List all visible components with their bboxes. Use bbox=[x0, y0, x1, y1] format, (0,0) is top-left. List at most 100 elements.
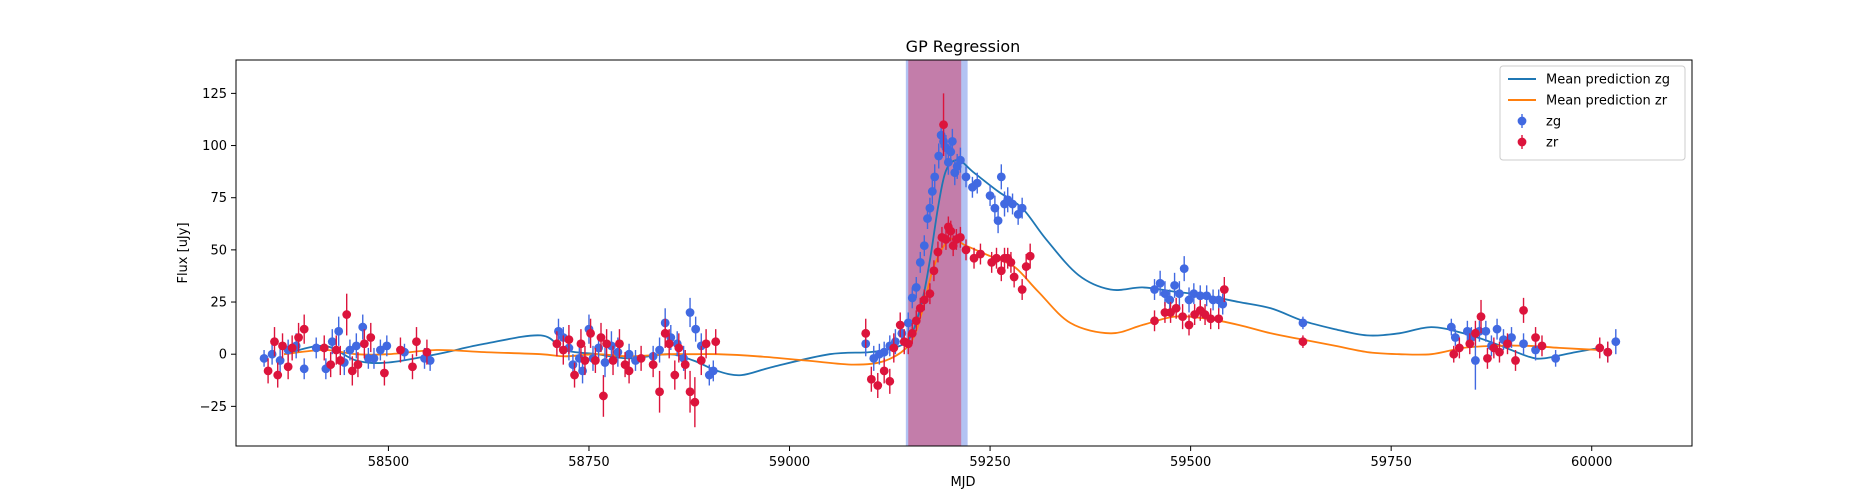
data-point bbox=[1025, 251, 1035, 261]
data-point bbox=[907, 293, 917, 303]
data-point bbox=[655, 387, 664, 397]
data-point bbox=[335, 356, 345, 365]
data-point bbox=[1184, 320, 1194, 330]
data-point bbox=[1013, 210, 1023, 219]
data-point bbox=[608, 356, 618, 365]
data-point bbox=[915, 303, 925, 313]
data-point bbox=[1450, 333, 1460, 342]
data-point bbox=[1595, 343, 1605, 353]
data-point bbox=[648, 360, 658, 370]
data-point bbox=[1603, 347, 1613, 357]
data-point bbox=[933, 247, 943, 257]
legend-label: Mean prediction zg bbox=[1546, 73, 1670, 88]
data-point bbox=[655, 345, 664, 355]
data-point bbox=[990, 203, 1000, 213]
x-tick-label: 60000 bbox=[1571, 455, 1612, 470]
y-tick-label: 100 bbox=[202, 139, 227, 154]
data-point bbox=[1171, 303, 1181, 313]
legend-label: zr bbox=[1546, 136, 1559, 151]
data-point bbox=[1531, 345, 1540, 355]
data-point bbox=[1298, 318, 1308, 328]
data-point bbox=[366, 333, 376, 342]
plot-content bbox=[259, 60, 1621, 446]
data-point bbox=[602, 339, 612, 349]
data-point bbox=[690, 397, 700, 407]
legend-label: Mean prediction zr bbox=[1546, 94, 1668, 109]
data-point bbox=[1160, 289, 1170, 299]
data-point bbox=[1449, 349, 1459, 359]
x-tick-label: 59750 bbox=[1370, 455, 1411, 470]
data-point bbox=[660, 328, 670, 338]
data-point bbox=[382, 341, 392, 351]
data-point bbox=[1008, 199, 1017, 209]
data-point bbox=[586, 328, 595, 338]
data-point bbox=[1017, 203, 1027, 213]
data-point bbox=[955, 155, 965, 165]
data-point bbox=[570, 370, 579, 380]
data-point bbox=[895, 320, 905, 330]
data-point bbox=[961, 245, 971, 255]
x-tick-label: 58750 bbox=[568, 455, 609, 470]
data-point bbox=[929, 266, 939, 276]
data-point bbox=[1170, 280, 1179, 290]
data-point bbox=[375, 345, 385, 355]
data-point bbox=[1503, 339, 1512, 349]
data-point bbox=[1471, 328, 1480, 338]
y-tick-label: 75 bbox=[210, 191, 227, 206]
data-point bbox=[1021, 262, 1031, 271]
y-tick-label: 50 bbox=[210, 243, 227, 258]
data-point bbox=[711, 337, 721, 347]
data-point bbox=[1218, 299, 1228, 309]
data-point bbox=[925, 289, 935, 299]
data-point bbox=[996, 266, 1006, 276]
data-point bbox=[620, 360, 630, 370]
data-point bbox=[961, 172, 971, 182]
y-tick-label: 25 bbox=[210, 296, 227, 311]
data-point bbox=[1298, 337, 1308, 347]
data-point bbox=[866, 374, 876, 384]
data-point bbox=[1446, 322, 1456, 332]
data-point bbox=[873, 381, 883, 390]
data-point bbox=[903, 318, 913, 328]
data-point bbox=[1519, 305, 1528, 315]
data-point bbox=[1471, 356, 1480, 365]
data-point bbox=[1202, 291, 1212, 301]
data-point bbox=[576, 339, 586, 349]
data-point bbox=[615, 339, 624, 349]
y-tick-label: −25 bbox=[200, 400, 227, 415]
data-point bbox=[422, 347, 432, 357]
legend-item: zg bbox=[1517, 114, 1561, 130]
data-point bbox=[358, 322, 368, 332]
data-point bbox=[568, 360, 578, 370]
data-point bbox=[919, 241, 929, 251]
x-axis-label: MJD bbox=[950, 475, 975, 490]
legend-item: Mean prediction zr bbox=[1508, 94, 1668, 109]
data-point bbox=[1465, 339, 1475, 349]
data-point bbox=[1184, 295, 1194, 305]
data-point bbox=[353, 360, 363, 370]
data-point bbox=[1531, 333, 1540, 342]
data-point bbox=[1483, 353, 1492, 363]
data-point bbox=[969, 253, 979, 263]
data-point bbox=[1150, 316, 1159, 326]
data-point bbox=[1519, 339, 1528, 349]
data-point bbox=[331, 345, 341, 355]
data-point bbox=[670, 370, 680, 380]
data-point bbox=[889, 343, 899, 353]
data-point bbox=[613, 347, 623, 357]
data-point bbox=[580, 356, 590, 365]
data-point bbox=[359, 339, 369, 349]
data-point bbox=[599, 391, 608, 401]
axes-frame bbox=[235, 59, 1693, 447]
data-point bbox=[326, 360, 336, 370]
data-point bbox=[879, 347, 889, 357]
data-point bbox=[1165, 295, 1175, 305]
data-point bbox=[564, 335, 574, 344]
data-point bbox=[885, 376, 895, 386]
data-point bbox=[590, 356, 600, 365]
data-point bbox=[299, 324, 309, 334]
legend-marker-swatch bbox=[1517, 116, 1527, 126]
data-point bbox=[674, 343, 684, 353]
data-point bbox=[1537, 341, 1547, 351]
